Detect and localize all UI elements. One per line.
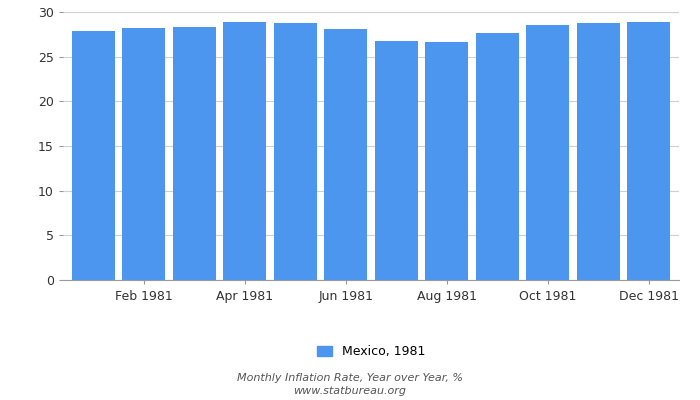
Bar: [526, 25, 569, 280]
Bar: [122, 28, 165, 280]
Bar: [173, 27, 216, 280]
Legend: Mexico, 1981: Mexico, 1981: [317, 345, 425, 358]
Bar: [72, 31, 115, 280]
Bar: [374, 42, 418, 280]
Bar: [324, 29, 368, 280]
Bar: [627, 22, 670, 280]
Text: Monthly Inflation Rate, Year over Year, %: Monthly Inflation Rate, Year over Year, …: [237, 373, 463, 383]
Bar: [426, 42, 468, 280]
Text: www.statbureau.org: www.statbureau.org: [293, 386, 407, 396]
Bar: [577, 23, 620, 280]
Bar: [274, 23, 316, 280]
Bar: [223, 22, 266, 280]
Bar: [476, 32, 519, 280]
